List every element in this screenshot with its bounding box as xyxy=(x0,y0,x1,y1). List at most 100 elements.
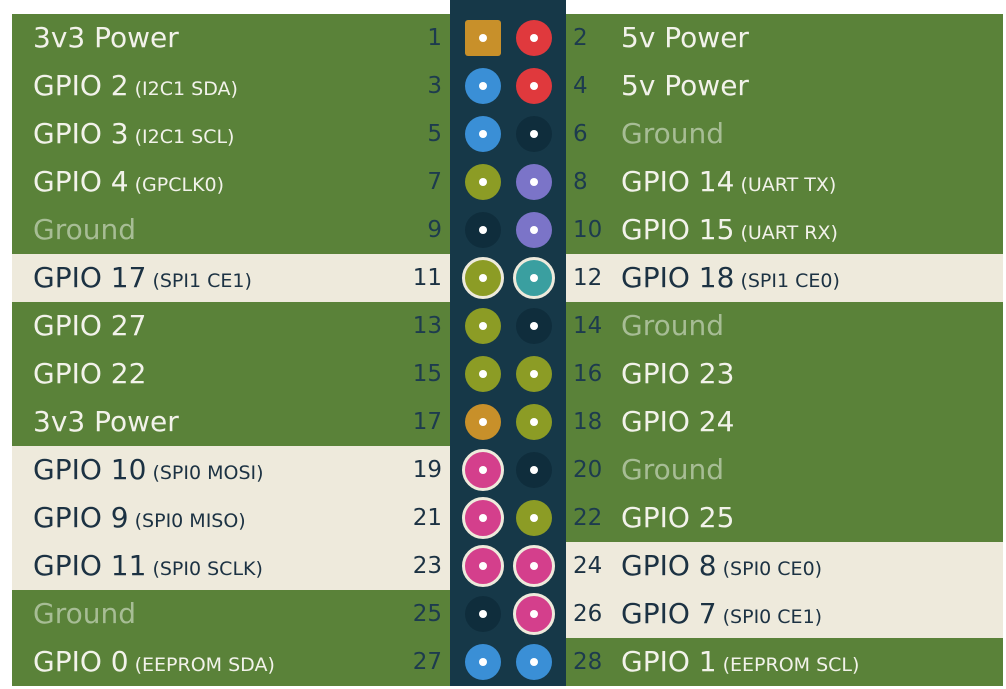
pin-center xyxy=(530,82,538,90)
pin-14-label: Ground xyxy=(621,302,724,350)
left-row-background xyxy=(12,110,450,158)
right-row-background xyxy=(566,206,1003,254)
header-strip xyxy=(450,0,566,686)
pin-8-label: GPIO 14 (UART TX) xyxy=(621,158,836,206)
pin-23-dot xyxy=(462,545,504,587)
pin-number: 5 xyxy=(427,121,442,147)
pin-name: GPIO 14 xyxy=(621,165,735,198)
pin-number: 13 xyxy=(412,313,442,339)
pin-row-1: 3v3 Power 1 5v Power 2 xyxy=(12,14,1003,62)
pin-center xyxy=(479,178,487,186)
left-row-background xyxy=(12,158,450,206)
pin-17-dot xyxy=(465,404,501,440)
pin-4-dot xyxy=(516,68,552,104)
pin-13-dot xyxy=(465,308,501,344)
pin-number: 21 xyxy=(412,505,442,531)
pin-center xyxy=(479,658,487,666)
pin-20-label: Ground xyxy=(621,446,724,494)
pin-row-7: GPIO 27 13 Ground 14 xyxy=(12,302,1003,350)
pin-10-label: GPIO 15 (UART RX) xyxy=(621,206,838,254)
right-row-background xyxy=(566,446,1003,494)
left-row-background xyxy=(12,542,502,590)
pin-row-5: Ground 9 GPIO 15 (UART RX) 10 xyxy=(12,206,1003,254)
pin-center xyxy=(530,562,538,570)
pin-18-dot xyxy=(516,404,552,440)
pin-3-label: GPIO 2 (I2C1 SDA) xyxy=(33,62,238,110)
pin-name: 5v Power xyxy=(621,69,749,102)
pin-name: GPIO 3 xyxy=(33,117,129,150)
pin-name: Ground xyxy=(33,597,136,630)
pin-26-dot xyxy=(513,593,555,635)
pin-function: (SPI0 SCLK) xyxy=(146,558,263,580)
left-row-background xyxy=(12,254,502,302)
pin-number: 12 xyxy=(573,265,603,291)
pin-number: 8 xyxy=(573,169,588,195)
pin-25-dot xyxy=(465,596,501,632)
pin-row-4: GPIO 4 (GPCLK0) 7 GPIO 14 (UART TX) 8 xyxy=(12,158,1003,206)
pin-21-label: GPIO 9 (SPI0 MISO) xyxy=(33,494,246,542)
pin-center xyxy=(479,610,487,618)
pin-row-2: GPIO 2 (I2C1 SDA) 3 5v Power 4 xyxy=(12,62,1003,110)
pin-5-dot xyxy=(465,116,501,152)
pin-1-label: 3v3 Power xyxy=(33,14,179,62)
pin-function: (SPI0 MOSI) xyxy=(146,462,264,484)
pin-name: GPIO 17 xyxy=(33,261,147,294)
right-row-background xyxy=(509,542,1003,590)
pin-name: Ground xyxy=(621,453,724,486)
right-row-background xyxy=(566,110,1003,158)
pin-16-label: GPIO 23 xyxy=(621,350,734,398)
pin-25-label: Ground xyxy=(33,590,136,638)
pin-name: GPIO 27 xyxy=(33,309,147,342)
pin-number: 16 xyxy=(573,361,603,387)
pin-row-3: GPIO 3 (I2C1 SCL) 5 Ground 6 xyxy=(12,110,1003,158)
left-row-background xyxy=(12,446,502,494)
pin-center xyxy=(530,610,538,618)
pin-5-label: GPIO 3 (I2C1 SCL) xyxy=(33,110,234,158)
pin-center xyxy=(530,34,538,42)
pin-name: GPIO 15 xyxy=(621,213,735,246)
pin-name: GPIO 11 xyxy=(33,549,147,582)
pin-18-label: GPIO 24 xyxy=(621,398,734,446)
pin-function: (SPI0 CE1) xyxy=(716,606,823,628)
pin-9-dot xyxy=(465,212,501,248)
pin-10-dot xyxy=(516,212,552,248)
left-row-background xyxy=(12,14,450,62)
pin-row-6: GPIO 17 (SPI1 CE1) 11 GPIO 18 (SPI1 CE0) 12 xyxy=(12,254,1003,302)
pin-number: 9 xyxy=(427,217,442,243)
right-row-background xyxy=(509,254,1003,302)
pin-center xyxy=(530,658,538,666)
left-row-background xyxy=(12,590,450,638)
pin-center xyxy=(479,226,487,234)
pin-27-label: GPIO 0 (EEPROM SDA) xyxy=(33,638,275,686)
pin-name: GPIO 9 xyxy=(33,501,129,534)
pin-24-dot xyxy=(513,545,555,587)
pin-center xyxy=(530,274,538,282)
pin-row-14: GPIO 0 (EEPROM SDA) 27 GPIO 1 (EEPROM SCL)… xyxy=(12,638,1003,686)
pin-center xyxy=(479,130,487,138)
pin-20-dot xyxy=(516,452,552,488)
pin-28-label: GPIO 1 (EEPROM SCL) xyxy=(621,638,859,686)
pin-number: 15 xyxy=(412,361,442,387)
pin-name: GPIO 10 xyxy=(33,453,147,486)
pin-center xyxy=(479,34,487,42)
pin-center xyxy=(479,370,487,378)
pin-function: (I2C1 SCL) xyxy=(128,126,235,148)
pin-19-dot xyxy=(462,449,504,491)
pin-function: (EEPROM SCL) xyxy=(716,654,860,676)
pin-row-11: GPIO 9 (SPI0 MISO) 21 GPIO 25 22 xyxy=(12,494,1003,542)
pin-row-9: 3v3 Power 17 GPIO 24 18 xyxy=(12,398,1003,446)
pin-center xyxy=(479,82,487,90)
pin-22-dot xyxy=(516,500,552,536)
pin-name: GPIO 24 xyxy=(621,405,735,438)
pin-row-10: GPIO 10 (SPI0 MOSI) 19 Ground 20 xyxy=(12,446,1003,494)
pin-number: 1 xyxy=(427,25,442,51)
pin-number: 11 xyxy=(412,265,442,291)
pin-row-12: GPIO 11 (SPI0 SCLK) 23 GPIO 8 (SPI0 CE0) 24 xyxy=(12,542,1003,590)
right-row-background xyxy=(566,398,1003,446)
pin-number: 14 xyxy=(573,313,603,339)
pin-12-label: GPIO 18 (SPI1 CE0) xyxy=(621,254,840,302)
pin-number: 4 xyxy=(573,73,588,99)
pin-name: 3v3 Power xyxy=(33,21,179,54)
right-row-background xyxy=(566,302,1003,350)
